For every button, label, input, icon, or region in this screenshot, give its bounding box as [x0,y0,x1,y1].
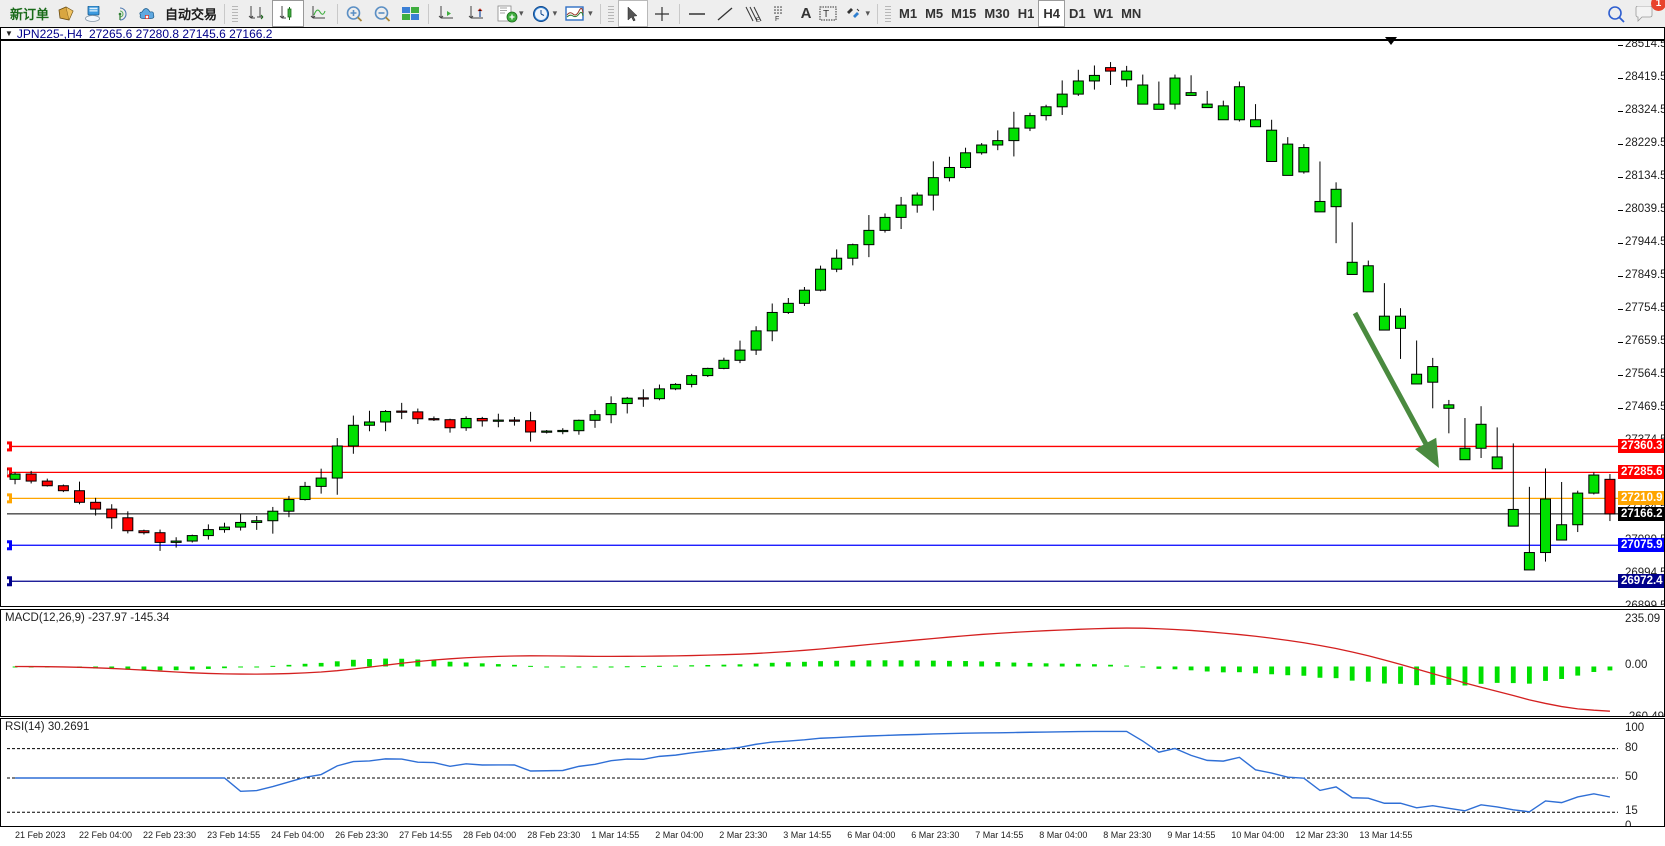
svg-text:T: T [823,9,829,20]
svg-text:E: E [756,18,760,23]
svg-text:F: F [775,16,779,22]
